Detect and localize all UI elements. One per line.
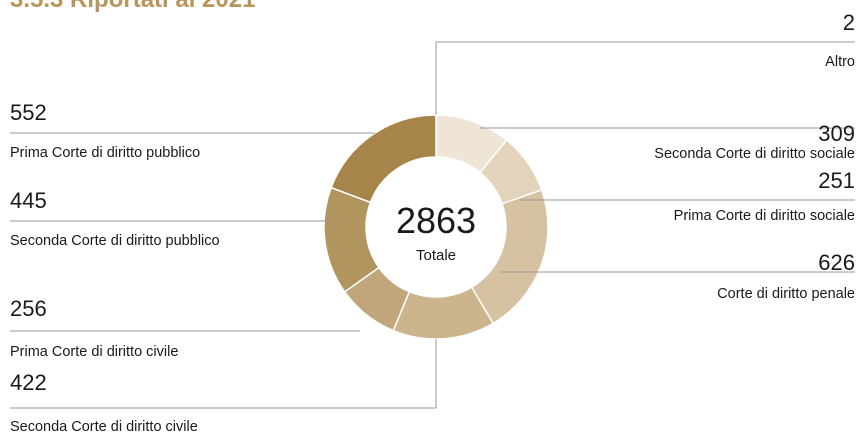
leader-line-seconda-corte-di-diritto-civile [10,339,437,409]
leader-line-altro [435,41,855,115]
data-value-prima-corte-di-diritto-sociale: 251 [818,168,855,193]
data-value-prima-corte-di-diritto-pubblico: 552 [10,100,47,125]
data-value-prima-corte-di-diritto-civile: 256 [10,296,47,321]
data-label-prima-corte-di-diritto-civile: Prima Corte di diritto civile [10,344,178,360]
data-label-corte-di-diritto-penale: Corte di diritto penale [717,286,855,302]
total-label: Totale [416,247,456,264]
data-label-prima-corte-di-diritto-sociale: Prima Corte di diritto sociale [674,208,855,224]
total-value: 2863 [396,200,476,241]
data-label-seconda-corte-di-diritto-pubblico: Seconda Corte di diritto pubblico [10,233,220,249]
pie-slice-prima-corte-di-diritto-pubblico [330,114,437,204]
data-value-corte-di-diritto-penale: 626 [818,250,855,275]
data-label-seconda-corte-di-diritto-civile: Seconda Corte di diritto civile [10,419,198,435]
data-label-prima-corte-di-diritto-pubblico: Prima Corte di diritto pubblico [10,145,200,161]
data-value-seconda-corte-di-diritto-sociale: 309 [818,121,855,146]
section-heading: 3.5.3 Riportati al 2021 [10,0,255,12]
data-value-seconda-corte-di-diritto-civile: 422 [10,370,47,395]
data-value-altro: 2 [843,10,855,35]
data-value-seconda-corte-di-diritto-pubblico: 445 [10,188,47,213]
data-label-seconda-corte-di-diritto-sociale: Seconda Corte di diritto sociale [654,146,855,162]
data-label-altro: Altro [825,54,855,70]
pie-slice-corte-di-diritto-penale [470,188,549,325]
